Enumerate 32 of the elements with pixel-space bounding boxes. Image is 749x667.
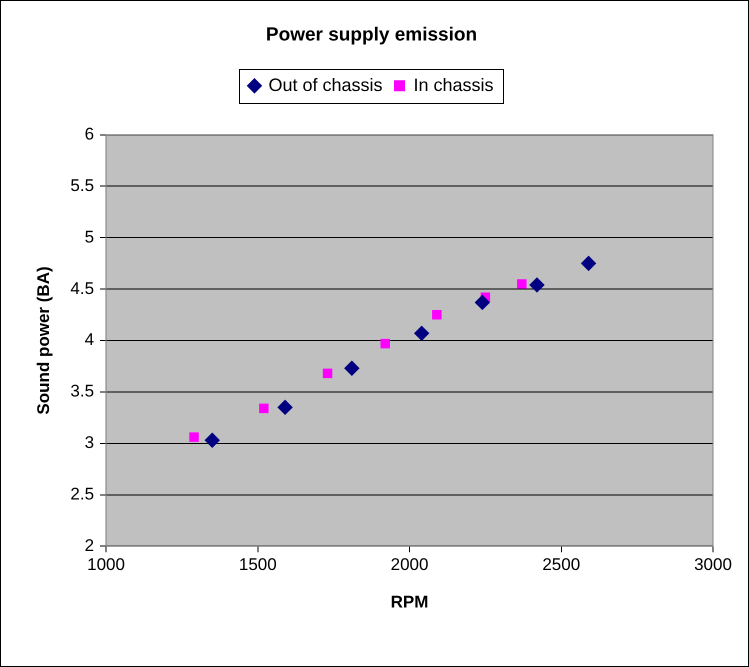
y-axis-title: Sound power (BA): [34, 266, 53, 415]
x-tick-label: 1000: [87, 555, 125, 574]
x-tick-label: 1500: [238, 555, 277, 574]
point: [517, 279, 527, 289]
y-tick-label: 2.5: [70, 484, 94, 504]
point: [414, 326, 430, 341]
point: [432, 310, 442, 320]
y-tick-label: 6: [84, 124, 94, 144]
legend-label: In chassis: [414, 74, 494, 95]
point: [278, 400, 293, 415]
point: [204, 432, 220, 448]
x-tick-label: 3000: [694, 555, 732, 574]
legend-label: Out of chassis: [268, 74, 383, 95]
y-tick-label: 3.5: [70, 382, 94, 401]
y-tick-label: 2: [84, 536, 94, 555]
x-axis-title: RPM: [390, 592, 428, 612]
point: [581, 256, 596, 271]
y-tick-label: 5: [84, 227, 94, 246]
point: [189, 432, 199, 442]
point: [344, 360, 360, 376]
x-tick-label: 2000: [390, 555, 428, 574]
point: [529, 277, 544, 292]
y-tick-label: 4: [84, 330, 94, 350]
x-tick-label: 2500: [542, 555, 580, 574]
point: [322, 368, 332, 378]
y-tick-label: 3: [84, 433, 94, 452]
point: [259, 404, 269, 414]
y-tick-label: 5.5: [70, 176, 94, 195]
y-tick-label: 4.5: [70, 278, 94, 298]
point: [380, 338, 390, 348]
point: [474, 294, 490, 310]
chart-title: Power supply emission: [266, 24, 478, 46]
